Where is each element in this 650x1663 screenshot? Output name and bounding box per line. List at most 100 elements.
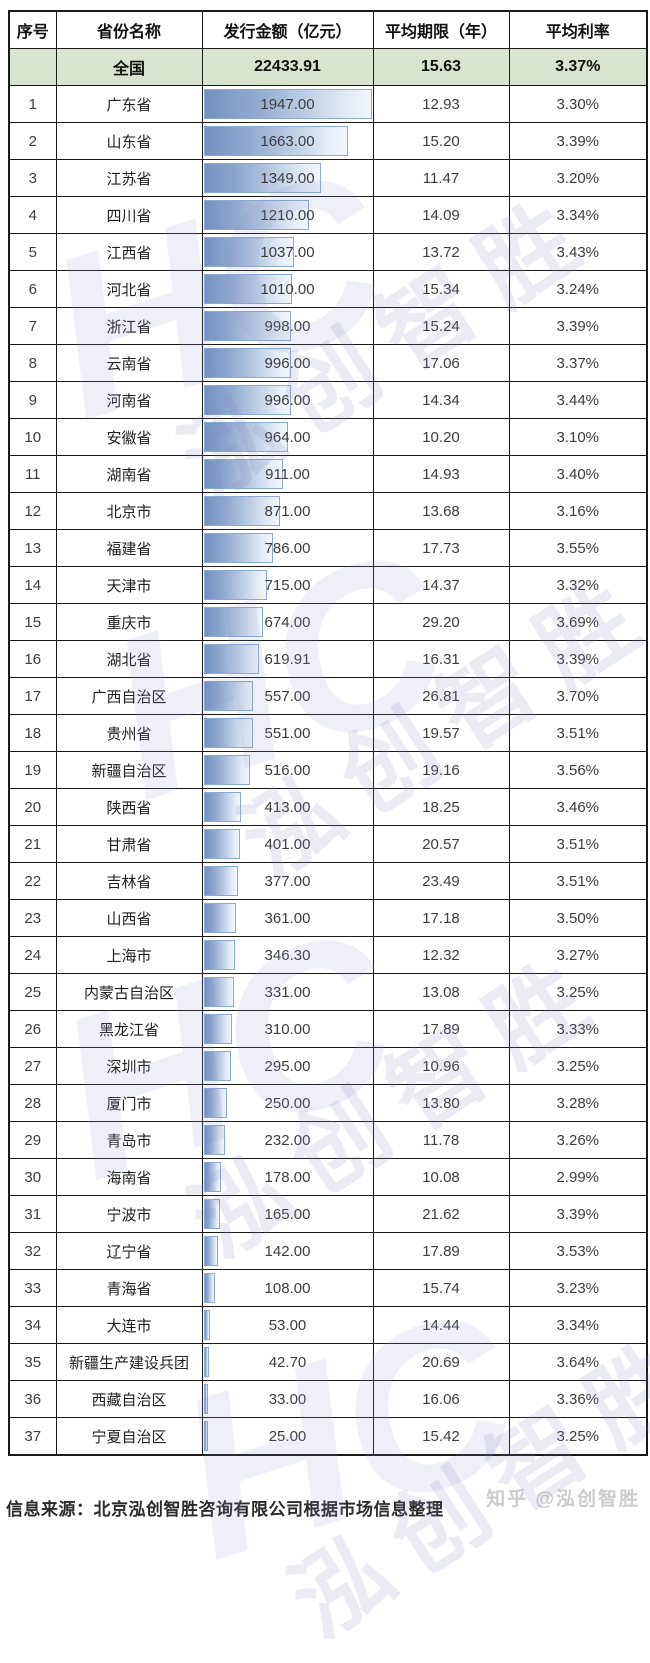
amount-data-bar <box>203 1014 233 1044</box>
rate-cell: 3.33% <box>508 1010 648 1048</box>
rate-cell: 3.51% <box>508 825 648 863</box>
amount-cell: 1349.00 <box>201 159 374 197</box>
table-row: 11 湖南省 911.00 14.93 3.40% <box>8 455 648 493</box>
seq-cell: 24 <box>8 936 57 974</box>
seq-cell: 18 <box>8 714 57 752</box>
table-row: 13 福建省 786.00 17.73 3.55% <box>8 529 648 567</box>
term-cell: 15.63 <box>372 48 510 86</box>
seq-cell <box>8 48 57 86</box>
amount-cell: 232.00 <box>201 1121 374 1159</box>
seq-cell: 20 <box>8 788 57 826</box>
amount-data-bar <box>203 792 241 822</box>
province-cell: 河北省 <box>55 270 203 308</box>
amount-data-bar <box>203 1162 221 1192</box>
rate-cell: 3.55% <box>508 529 648 567</box>
seq-cell: 8 <box>8 344 57 382</box>
amount-data-bar <box>203 348 291 378</box>
term-cell: 18.25 <box>372 788 510 826</box>
seq-cell: 28 <box>8 1084 57 1122</box>
header-amount: 发行金额（亿元） <box>201 10 374 49</box>
amount-cell: 142.00 <box>201 1232 374 1270</box>
table-row: 33 青海省 108.00 15.74 3.23% <box>8 1269 648 1307</box>
amount-value: 232.00 <box>264 1131 311 1149</box>
amount-cell: 22433.91 <box>201 48 374 86</box>
amount-data-bar <box>203 1199 220 1229</box>
header-seq: 序号 <box>8 10 57 49</box>
amount-cell: 674.00 <box>201 603 374 641</box>
amount-value: 996.00 <box>264 391 311 409</box>
term-cell: 29.20 <box>372 603 510 641</box>
term-cell: 17.18 <box>372 899 510 937</box>
term-cell: 10.20 <box>372 418 510 456</box>
seq-cell: 15 <box>8 603 57 641</box>
table-row: 4 四川省 1210.00 14.09 3.34% <box>8 196 648 234</box>
term-cell: 26.81 <box>372 677 510 715</box>
term-cell: 15.42 <box>372 1417 510 1456</box>
province-cell: 深圳市 <box>55 1047 203 1085</box>
term-cell: 14.34 <box>372 381 510 419</box>
amount-data-bar <box>203 126 348 156</box>
rate-cell: 3.39% <box>508 307 648 345</box>
table-row: 34 大连市 53.00 14.44 3.34% <box>8 1306 648 1344</box>
amount-data-bar <box>203 718 253 748</box>
rate-cell: 3.26% <box>508 1121 648 1159</box>
province-cell: 山东省 <box>55 122 203 160</box>
amount-data-bar <box>203 422 288 452</box>
seq-cell: 9 <box>8 381 57 419</box>
rate-cell: 3.34% <box>508 196 648 234</box>
term-cell: 21.62 <box>372 1195 510 1233</box>
table-row: 15 重庆市 674.00 29.20 3.69% <box>8 603 648 641</box>
amount-value: 619.91 <box>264 650 311 668</box>
table-row: 16 湖北省 619.91 16.31 3.39% <box>8 640 648 678</box>
amount-value: 1010.00 <box>260 280 315 298</box>
amount-cell: 551.00 <box>201 714 374 752</box>
amount-cell: 377.00 <box>201 862 374 900</box>
term-cell: 12.32 <box>372 936 510 974</box>
table-row: 27 深圳市 295.00 10.96 3.25% <box>8 1047 648 1085</box>
seq-cell: 19 <box>8 751 57 789</box>
amount-cell: 1210.00 <box>201 196 374 234</box>
rate-cell: 3.32% <box>508 566 648 604</box>
rate-cell: 3.20% <box>508 159 648 197</box>
amount-data-bar <box>203 1347 210 1377</box>
amount-cell: 911.00 <box>201 455 374 493</box>
term-cell: 17.89 <box>372 1232 510 1270</box>
rate-cell: 3.70% <box>508 677 648 715</box>
amount-value: 1947.00 <box>260 95 315 113</box>
amount-value: 331.00 <box>264 983 311 1001</box>
table-row: 7 浙江省 998.00 15.24 3.39% <box>8 307 648 345</box>
amount-value: 310.00 <box>264 1020 311 1038</box>
term-cell: 16.06 <box>372 1380 510 1418</box>
term-cell: 17.89 <box>372 1010 510 1048</box>
term-cell: 14.93 <box>372 455 510 493</box>
seq-cell: 33 <box>8 1269 57 1307</box>
amount-cell: 178.00 <box>201 1158 374 1196</box>
amount-cell: 786.00 <box>201 529 374 567</box>
amount-data-bar <box>203 533 273 563</box>
province-cell: 大连市 <box>55 1306 203 1344</box>
rate-cell: 3.16% <box>508 492 648 530</box>
table-row: 28 厦门市 250.00 13.80 3.28% <box>8 1084 648 1122</box>
rate-cell: 3.39% <box>508 640 648 678</box>
table-row: 26 黑龙江省 310.00 17.89 3.33% <box>8 1010 648 1048</box>
amount-value: 377.00 <box>264 872 311 890</box>
amount-data-bar <box>203 1421 208 1451</box>
amount-value: 1349.00 <box>260 169 315 187</box>
term-cell: 12.93 <box>372 85 510 123</box>
seq-cell: 13 <box>8 529 57 567</box>
province-cell: 湖南省 <box>55 455 203 493</box>
amount-data-bar <box>203 459 284 489</box>
province-cell: 浙江省 <box>55 307 203 345</box>
term-cell: 10.08 <box>372 1158 510 1196</box>
province-cell: 广东省 <box>55 85 203 123</box>
amount-cell: 996.00 <box>201 381 374 419</box>
header-row: 序号 省份名称 发行金额（亿元） 平均期限（年） 平均利率 <box>8 10 648 49</box>
amount-value: 551.00 <box>264 724 311 742</box>
province-cell: 吉林省 <box>55 862 203 900</box>
zhihu-credit: 知乎 @泓创智胜 <box>486 1489 640 1510</box>
province-cell: 山西省 <box>55 899 203 937</box>
table-row: 9 河南省 996.00 14.34 3.44% <box>8 381 648 419</box>
seq-cell: 29 <box>8 1121 57 1159</box>
amount-data-bar <box>203 1125 226 1155</box>
amount-value: 911.00 <box>265 465 310 483</box>
